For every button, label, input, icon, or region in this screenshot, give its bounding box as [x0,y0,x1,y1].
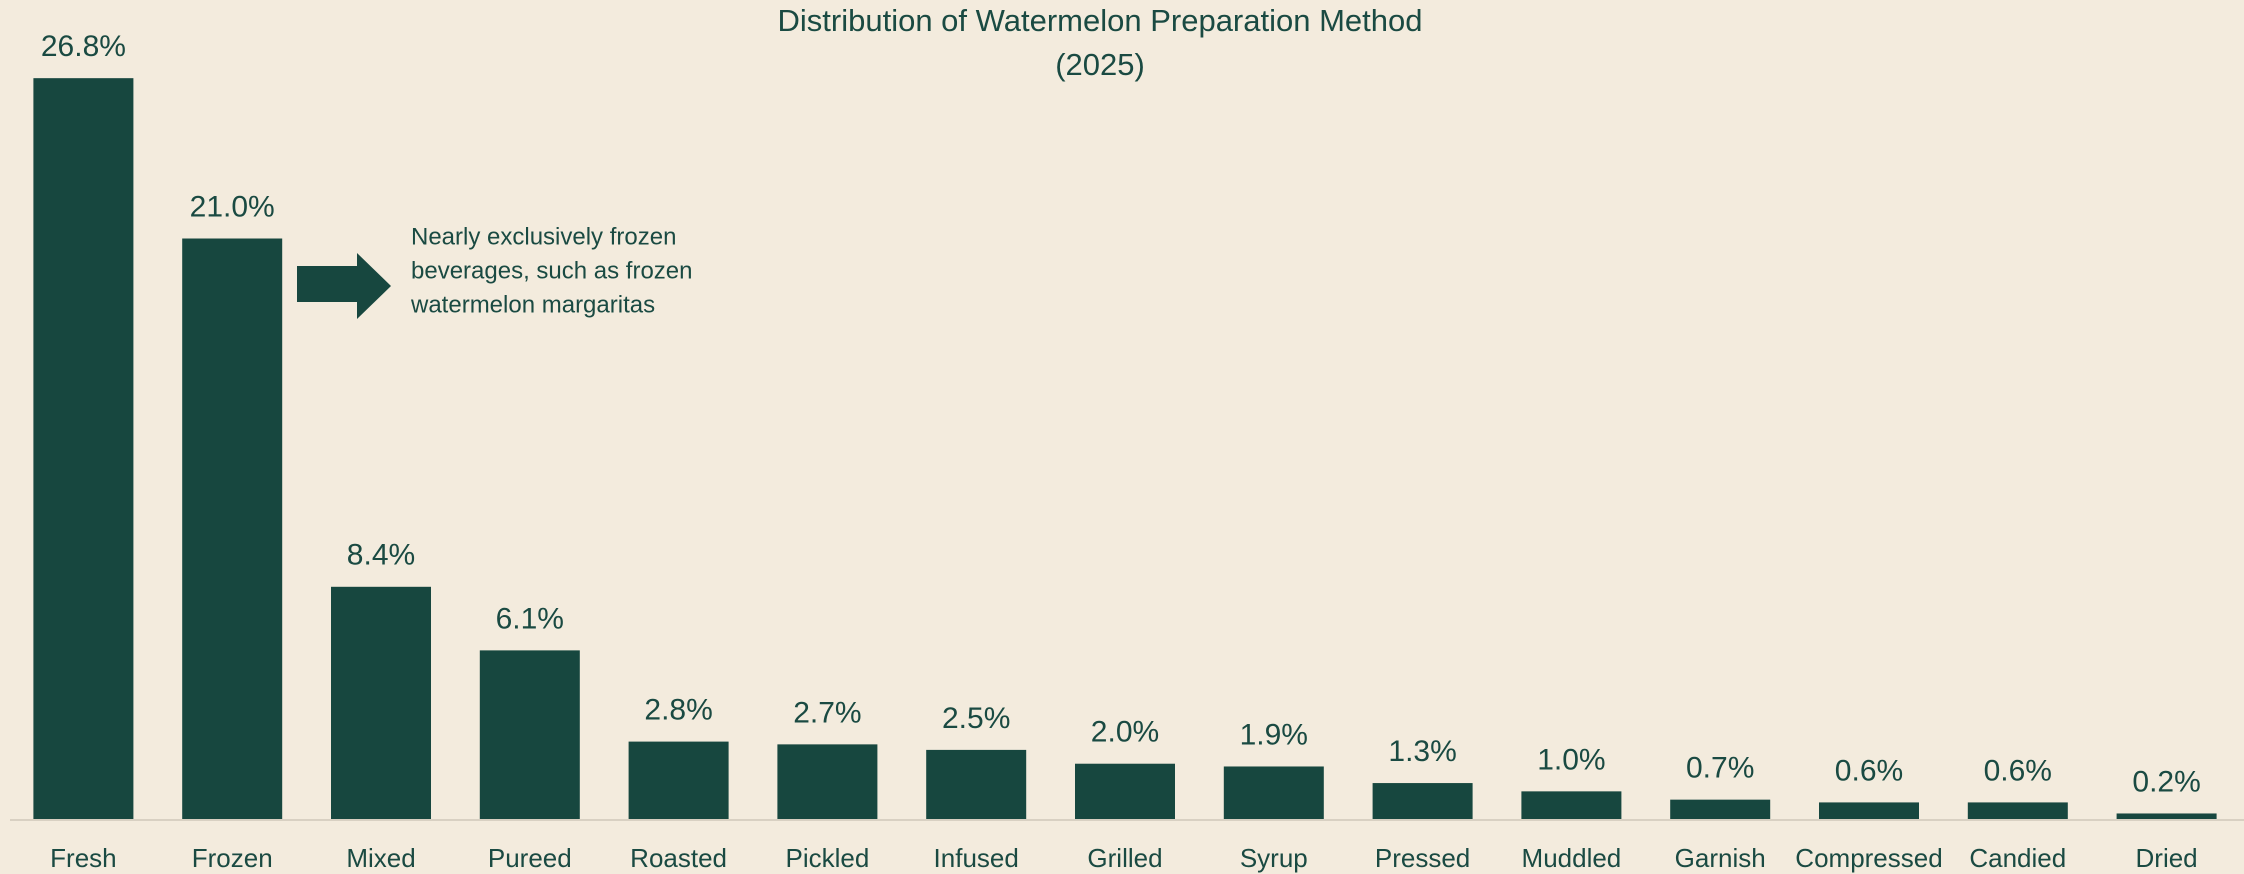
bar [926,749,1027,819]
x-tick-label: Roasted [630,843,727,873]
bar [777,744,878,819]
x-tick-label: Mixed [346,843,415,873]
x-tick-label: Dried [2136,843,2198,873]
value-label: 2.0% [1091,716,1159,749]
x-tick-label: Fresh [50,843,116,873]
value-label: 2.8% [644,694,712,727]
chart-subtitle: (2025) [1055,47,1145,82]
value-label: 8.4% [347,539,415,572]
bar [1372,783,1473,819]
x-tick-label: Grilled [1087,843,1162,873]
x-tick-label: Muddled [1522,843,1622,873]
bar [1075,763,1175,819]
value-label: 1.9% [1240,718,1308,751]
x-tick-label: Pressed [1375,843,1470,873]
bar [628,741,729,819]
bar [33,78,134,819]
value-label: 26.8% [41,30,126,63]
bar [1521,791,1622,819]
value-label: 1.3% [1388,735,1456,768]
value-label: 6.1% [496,602,564,635]
bar [182,238,283,819]
x-tick-label: Syrup [1240,843,1308,873]
annotation-text: Nearly exclusively frozen [411,223,676,250]
bar [1223,766,1324,819]
annotation-text: watermelon margaritas [410,291,655,318]
bar [479,650,580,819]
annotation-arrow [297,253,391,319]
value-label: 2.5% [942,702,1010,735]
x-tick-label: Pureed [488,843,572,873]
value-label: 21.0% [190,190,275,223]
bar [2116,813,2217,819]
chart-title: Distribution of Watermelon Preparation M… [778,3,1423,38]
value-label: 0.2% [2132,765,2200,798]
bar [1967,802,2068,819]
x-tick-label: Candied [1969,843,2066,873]
bar [1670,799,1771,819]
x-tick-label: Infused [934,843,1019,873]
annotation-text: beverages, such as frozen [411,257,693,284]
value-label: 0.6% [1835,754,1903,787]
value-label: 0.7% [1686,752,1754,785]
bar [1819,802,1919,819]
value-label: 1.0% [1537,743,1605,776]
x-tick-label: Pickled [785,843,869,873]
value-label: 0.6% [1984,754,2052,787]
bar [331,586,431,819]
x-tick-label: Frozen [192,843,273,873]
x-tick-label: Garnish [1675,843,1766,873]
x-tick-label: Compressed [1795,843,1942,873]
value-label: 2.7% [793,696,861,729]
